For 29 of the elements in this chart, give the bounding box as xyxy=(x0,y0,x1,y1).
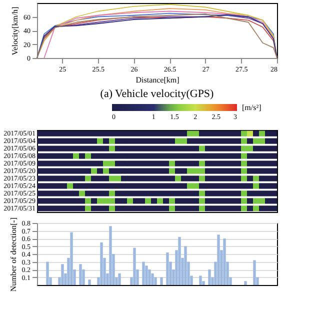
bar xyxy=(154,277,157,285)
bar xyxy=(133,248,136,285)
y-axis-title: Velocity[km/h] xyxy=(10,6,20,56)
bar xyxy=(61,264,64,285)
bar xyxy=(223,238,226,285)
bar xyxy=(160,277,163,285)
bar xyxy=(109,226,112,285)
bar xyxy=(46,262,49,285)
x-axis-title: Distance[km] xyxy=(136,76,180,84)
bar xyxy=(253,260,256,285)
bar xyxy=(199,276,202,285)
bar xyxy=(142,262,145,285)
bar xyxy=(178,236,181,285)
bar xyxy=(118,273,121,285)
y-axis-title: Number of detection[-] xyxy=(8,217,18,292)
text: (a) Vehicle velocity(GPS) xyxy=(100,88,214,100)
bar xyxy=(217,234,220,285)
bar xyxy=(79,264,82,285)
bar xyxy=(88,280,91,285)
bar xyxy=(244,281,247,285)
bar xyxy=(70,232,73,285)
bar xyxy=(148,270,151,285)
bar xyxy=(184,246,187,285)
bar xyxy=(145,266,148,285)
bar xyxy=(166,252,169,285)
bar xyxy=(208,270,211,285)
color-bar-title: [m/s²] xyxy=(242,103,262,112)
bar xyxy=(100,242,103,285)
bar xyxy=(151,273,154,285)
